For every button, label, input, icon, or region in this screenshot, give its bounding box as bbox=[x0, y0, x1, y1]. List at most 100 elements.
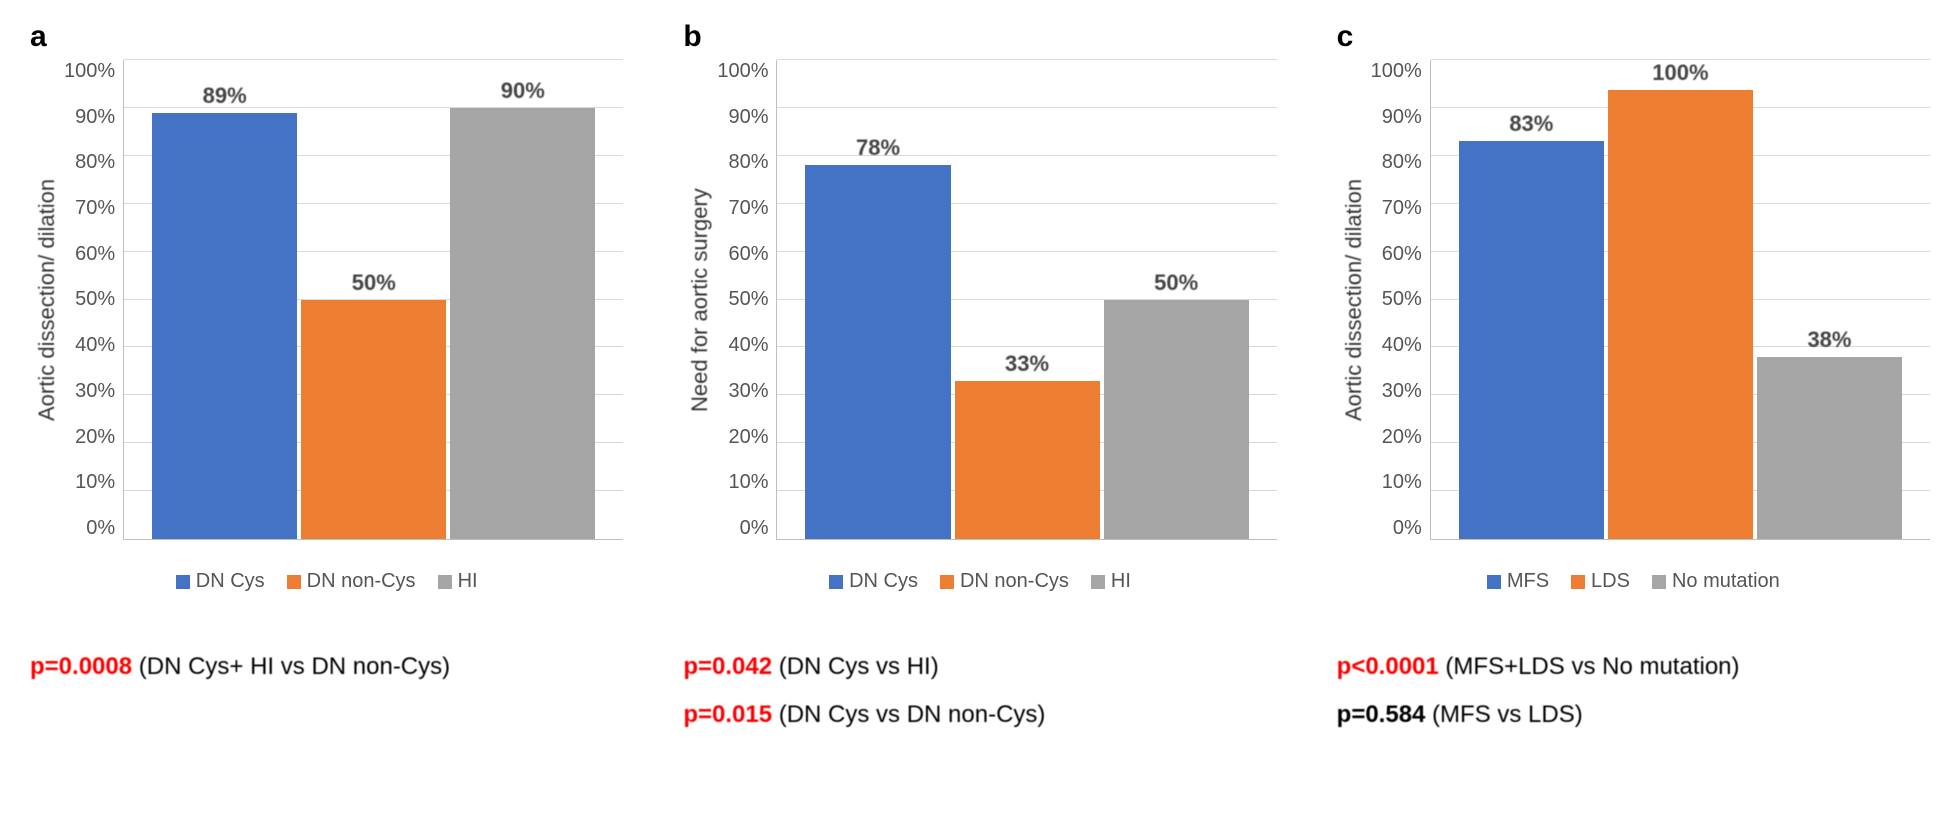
panel-c-plot: 83% 100% 38% bbox=[1430, 60, 1930, 540]
legend-item: DN Cys bbox=[829, 570, 918, 593]
ytick: 90% bbox=[75, 106, 115, 129]
panel-b-yaxis: 100% 90% 80% 70% 60% 50% 40% 30% 20% 10%… bbox=[717, 60, 776, 540]
bar-rect bbox=[1757, 357, 1902, 539]
bar: 50% bbox=[1104, 60, 1249, 539]
panel-a-label: a bbox=[30, 20, 623, 54]
panels-row: a Aortic dissection/ dilation 100% 90% 8… bbox=[30, 20, 1930, 739]
panel-b-plot: 78% 33% 50% bbox=[776, 60, 1276, 540]
legend-item: DN non-Cys bbox=[287, 570, 416, 593]
ytick: 70% bbox=[1382, 197, 1422, 220]
ytick: 20% bbox=[1382, 426, 1422, 449]
pvalue-line: p=0.042 (DN Cys vs HI) bbox=[683, 643, 1276, 691]
legend-label: MFS bbox=[1507, 570, 1549, 593]
ytick: 50% bbox=[75, 288, 115, 311]
ytick: 30% bbox=[75, 380, 115, 403]
legend-swatch bbox=[829, 575, 843, 589]
bar-value-label: 78% bbox=[856, 135, 900, 161]
panel-b: b Need for aortic surgery 100% 90% 80% 7… bbox=[683, 20, 1276, 739]
ytick: 100% bbox=[1371, 60, 1422, 83]
bar: 38% bbox=[1757, 60, 1902, 539]
legend-item: No mutation bbox=[1652, 570, 1780, 593]
panel-b-chart: Need for aortic surgery 100% 90% 80% 70%… bbox=[683, 60, 1276, 540]
ytick: 60% bbox=[1382, 243, 1422, 266]
legend-swatch bbox=[438, 575, 452, 589]
bar-value-label: 50% bbox=[1154, 270, 1198, 296]
ytick: 80% bbox=[1382, 151, 1422, 174]
panel-a-chart: Aortic dissection/ dilation 100% 90% 80%… bbox=[30, 60, 623, 540]
panel-b-bars: 78% 33% 50% bbox=[777, 60, 1276, 539]
bar-rect bbox=[152, 113, 297, 539]
pvalue-desc: (DN Cys vs DN non-Cys) bbox=[772, 701, 1045, 728]
pvalue-line: p=0.0008 (DN Cys+ HI vs DN non-Cys) bbox=[30, 643, 623, 691]
bar-rect bbox=[1459, 141, 1604, 539]
panel-a-pvalues: p=0.0008 (DN Cys+ HI vs DN non-Cys) bbox=[30, 643, 623, 691]
bar-value-label: 90% bbox=[501, 78, 545, 104]
legend-label: HI bbox=[1111, 570, 1131, 593]
ytick: 70% bbox=[75, 197, 115, 220]
legend-item: HI bbox=[1091, 570, 1131, 593]
pvalue-desc: (MFS vs LDS) bbox=[1425, 701, 1582, 728]
legend-label: DN non-Cys bbox=[960, 570, 1069, 593]
pvalue-desc: (DN Cys+ HI vs DN non-Cys) bbox=[132, 653, 450, 680]
panel-a-plot: 89% 50% 90% bbox=[123, 60, 623, 540]
bar: 78% bbox=[805, 60, 950, 539]
legend-swatch bbox=[940, 575, 954, 589]
ytick: 50% bbox=[1382, 288, 1422, 311]
bar-value-label: 83% bbox=[1509, 111, 1553, 137]
legend-label: DN non-Cys bbox=[307, 570, 416, 593]
pvalue: p=0.584 bbox=[1337, 701, 1426, 728]
panel-c-legend: MFS LDS No mutation bbox=[1337, 570, 1930, 593]
ytick: 20% bbox=[728, 426, 768, 449]
bar-value-label: 100% bbox=[1652, 60, 1708, 86]
ytick: 10% bbox=[75, 471, 115, 494]
panel-c: c Aortic dissection/ dilation 100% 90% 8… bbox=[1337, 20, 1930, 739]
bar-rect bbox=[1104, 300, 1249, 540]
panel-a-ylabel: Aortic dissection/ dilation bbox=[30, 60, 64, 540]
legend-label: No mutation bbox=[1672, 570, 1780, 593]
bar: 90% bbox=[450, 60, 595, 539]
panel-a-legend: DN Cys DN non-Cys HI bbox=[30, 570, 623, 593]
panel-b-pvalues: p=0.042 (DN Cys vs HI) p=0.015 (DN Cys v… bbox=[683, 643, 1276, 739]
ytick: 60% bbox=[75, 243, 115, 266]
legend-item: DN Cys bbox=[176, 570, 265, 593]
legend-swatch bbox=[1487, 575, 1501, 589]
legend-item: MFS bbox=[1487, 570, 1549, 593]
panel-b-label: b bbox=[683, 20, 1276, 54]
pvalue: p<0.0001 bbox=[1337, 653, 1439, 680]
panel-b-legend: DN Cys DN non-Cys HI bbox=[683, 570, 1276, 593]
bar: 89% bbox=[152, 60, 297, 539]
panel-a-bars: 89% 50% 90% bbox=[124, 60, 623, 539]
ytick: 50% bbox=[728, 288, 768, 311]
ytick: 0% bbox=[1393, 517, 1422, 540]
bar-value-label: 89% bbox=[203, 83, 247, 109]
panel-a: a Aortic dissection/ dilation 100% 90% 8… bbox=[30, 20, 623, 739]
legend-label: HI bbox=[458, 570, 478, 593]
panel-c-bars: 83% 100% 38% bbox=[1431, 60, 1930, 539]
legend-item: LDS bbox=[1571, 570, 1630, 593]
bar: 83% bbox=[1459, 60, 1604, 539]
legend-item: DN non-Cys bbox=[940, 570, 1069, 593]
ytick: 40% bbox=[1382, 334, 1422, 357]
legend-label: DN Cys bbox=[849, 570, 918, 593]
panel-a-yaxis: 100% 90% 80% 70% 60% 50% 40% 30% 20% 10%… bbox=[64, 60, 123, 540]
pvalue-line: p<0.0001 (MFS+LDS vs No mutation) bbox=[1337, 643, 1930, 691]
ytick: 40% bbox=[728, 334, 768, 357]
ytick: 10% bbox=[728, 471, 768, 494]
panel-c-pvalues: p<0.0001 (MFS+LDS vs No mutation) p=0.58… bbox=[1337, 643, 1930, 739]
pvalue: p=0.042 bbox=[683, 653, 772, 680]
bar-rect bbox=[805, 165, 950, 539]
pvalue: p=0.0008 bbox=[30, 653, 132, 680]
panel-c-yaxis: 100% 90% 80% 70% 60% 50% 40% 30% 20% 10%… bbox=[1371, 60, 1430, 540]
legend-label: LDS bbox=[1591, 570, 1630, 593]
ytick: 100% bbox=[64, 60, 115, 83]
panel-c-chart: Aortic dissection/ dilation 100% 90% 80%… bbox=[1337, 60, 1930, 540]
pvalue-desc: (DN Cys vs HI) bbox=[772, 653, 939, 680]
panel-c-ylabel: Aortic dissection/ dilation bbox=[1337, 60, 1371, 540]
bar-value-label: 38% bbox=[1807, 327, 1851, 353]
ytick: 90% bbox=[1382, 106, 1422, 129]
ytick: 70% bbox=[728, 197, 768, 220]
pvalue-line: p=0.015 (DN Cys vs DN non-Cys) bbox=[683, 691, 1276, 739]
ytick: 0% bbox=[86, 517, 115, 540]
bar-rect bbox=[450, 108, 595, 539]
legend-swatch bbox=[1571, 575, 1585, 589]
